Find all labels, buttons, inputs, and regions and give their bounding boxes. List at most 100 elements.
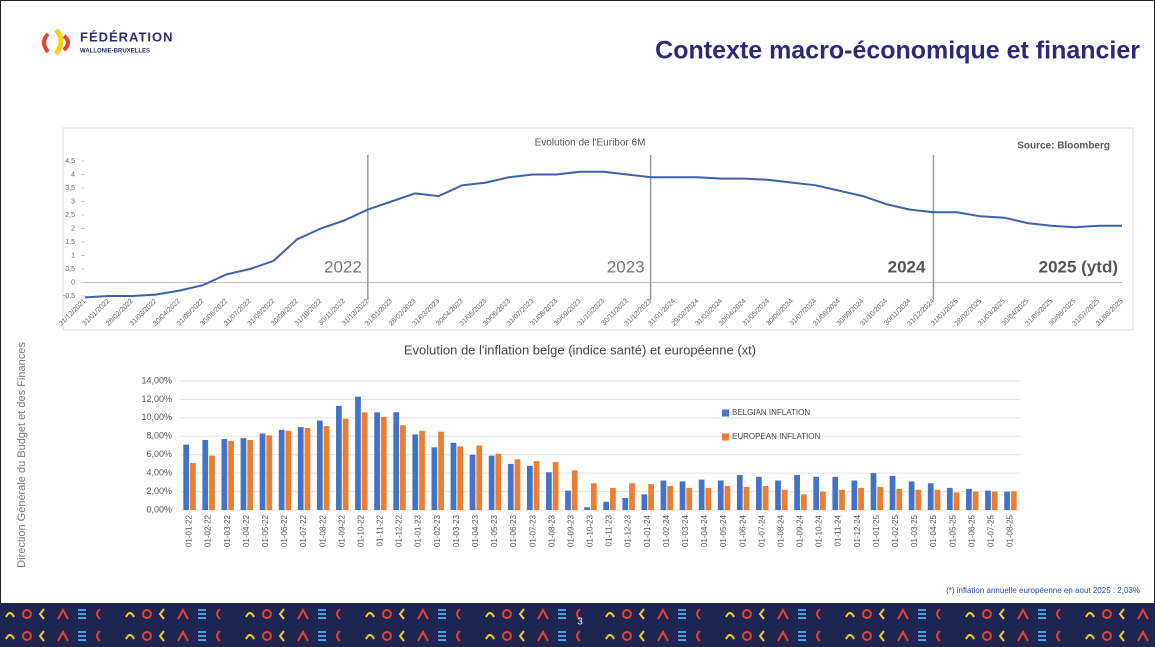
y-tick-label: 4,00% xyxy=(146,468,172,478)
bar xyxy=(782,490,788,510)
bar xyxy=(527,466,533,510)
x-tick-label: 01-11-24 xyxy=(834,514,843,546)
bar xyxy=(266,435,272,510)
bar xyxy=(343,419,349,510)
legend-label: EUROPEAN INFLATION xyxy=(732,432,821,441)
bar xyxy=(801,494,807,510)
x-tick-label: 01-02-25 xyxy=(891,514,900,547)
bar xyxy=(642,494,648,510)
bar xyxy=(412,434,418,510)
bar xyxy=(877,487,883,510)
bar xyxy=(680,481,686,510)
x-tick-label: 01-09-22 xyxy=(337,514,346,547)
bar xyxy=(992,492,998,510)
x-tick-label: 01-06-23 xyxy=(509,514,518,547)
bar xyxy=(515,459,521,510)
x-tick-label: 01-10-23 xyxy=(586,514,595,547)
bar xyxy=(775,481,781,510)
bar xyxy=(260,434,266,510)
bar xyxy=(909,481,915,510)
bar xyxy=(489,456,495,510)
slide: FÉDÉRATION WALLONIE-BRUXELLES Contexte m… xyxy=(0,0,1155,647)
bar xyxy=(629,483,635,510)
x-tick-label: 01-04-23 xyxy=(471,514,480,547)
x-tick-label: 01-10-24 xyxy=(815,514,824,547)
bar xyxy=(362,412,368,510)
bar xyxy=(1004,492,1010,510)
bar xyxy=(928,483,934,510)
footnote: (*) inflation annuelle européenne en aou… xyxy=(946,586,1140,595)
page-number: 3 xyxy=(577,617,583,628)
chart-title: Evolution de l'inflation belge (indice s… xyxy=(404,342,756,357)
bar xyxy=(286,431,292,510)
x-tick-label: 01-12-23 xyxy=(624,514,633,547)
bar xyxy=(756,477,762,510)
bar xyxy=(572,470,578,510)
x-tick-label: 01-08-22 xyxy=(318,514,327,547)
bar xyxy=(622,498,628,510)
bar xyxy=(591,483,597,510)
bar xyxy=(935,490,941,510)
x-tick-label: 01-07-22 xyxy=(299,514,308,547)
bar xyxy=(546,472,552,510)
bar xyxy=(317,421,323,510)
bar xyxy=(610,488,616,510)
logo-text: FÉDÉRATION xyxy=(80,29,174,44)
bar xyxy=(241,438,247,510)
bar xyxy=(190,463,196,510)
bar xyxy=(661,481,667,510)
bar xyxy=(699,480,705,510)
x-tick-label: 01-02-24 xyxy=(662,514,671,547)
y-tick-label: 2,00% xyxy=(146,486,172,496)
bar xyxy=(744,487,750,510)
bar xyxy=(534,461,540,510)
bar xyxy=(202,440,208,510)
bar xyxy=(279,430,285,510)
year-annotation: 2025 (ytd) xyxy=(1039,257,1118,276)
x-tick-label: 01-03-24 xyxy=(681,514,690,547)
x-tick-label: 01-04-25 xyxy=(929,514,938,547)
x-tick-label: 01-05-22 xyxy=(261,514,270,547)
source-label: Source: Bloomberg xyxy=(1017,141,1110,152)
sidebar-text: Direction Générale du Budget et des Fina… xyxy=(16,342,28,568)
bar xyxy=(419,431,425,510)
x-tick-label: 01-05-25 xyxy=(948,514,957,547)
x-tick-label: 01-10-22 xyxy=(356,514,365,547)
bar xyxy=(451,443,457,510)
y-tick-label: 8,00% xyxy=(146,431,172,441)
bar xyxy=(432,447,438,510)
y-tick-label: 2,5 xyxy=(65,212,75,219)
bar xyxy=(839,490,845,510)
y-tick-label: 10,00% xyxy=(141,412,172,422)
x-tick-label: 01-03-23 xyxy=(452,514,461,547)
bar xyxy=(553,462,559,510)
bar xyxy=(725,486,731,510)
x-tick-label: 01-02-22 xyxy=(204,514,213,547)
bar xyxy=(603,502,609,510)
bar xyxy=(954,492,960,510)
bar xyxy=(947,488,953,510)
page: FÉDÉRATION WALLONIE-BRUXELLES Contexte m… xyxy=(0,0,1155,647)
x-tick-label: 01-12-22 xyxy=(395,514,404,547)
chart-title: Evolution de l'Euribor 6M xyxy=(535,138,646,149)
bar xyxy=(183,445,189,510)
year-annotation: 2023 xyxy=(607,257,645,276)
x-tick-label: 01-06-25 xyxy=(967,514,976,547)
slide-title: Contexte macro-économique et financier xyxy=(655,37,1140,65)
y-tick-label: 0,00% xyxy=(146,504,172,514)
bar xyxy=(852,481,858,510)
bar xyxy=(985,491,991,510)
bar xyxy=(374,412,380,510)
bar xyxy=(813,477,819,510)
year-annotation: 2022 xyxy=(324,257,362,276)
x-tick-label: 01-04-22 xyxy=(242,514,251,547)
bar xyxy=(298,427,304,510)
y-tick-label: 2 xyxy=(71,225,75,232)
x-tick-label: 01-04-24 xyxy=(700,514,709,547)
bar xyxy=(871,473,877,510)
bar xyxy=(565,491,571,510)
x-tick-label: 01-05-23 xyxy=(490,514,499,547)
bar xyxy=(496,454,502,510)
y-tick-label: 1 xyxy=(71,252,75,259)
bar xyxy=(222,439,228,510)
